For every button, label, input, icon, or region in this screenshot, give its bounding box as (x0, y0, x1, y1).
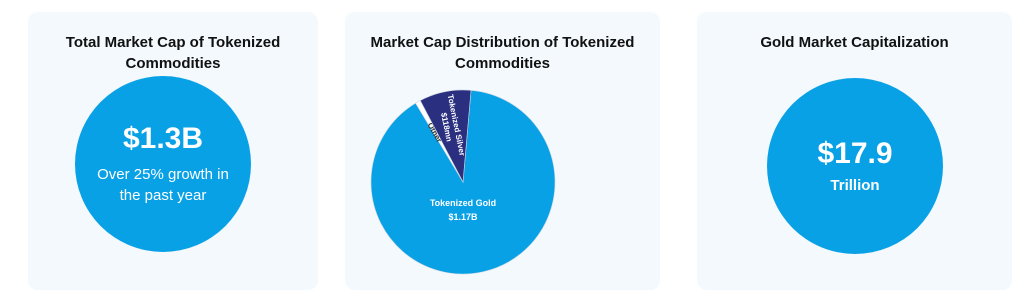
stat-circle: $1.3B Over 25% growth in the past year (75, 76, 251, 252)
card: Total Market Cap of Tokenized Commoditie… (28, 12, 318, 290)
card: Market Cap Distribution of Tokenized Com… (345, 12, 660, 290)
card: Gold Market Capitalization $17.9 Trillio… (697, 12, 1012, 290)
card-title: Gold Market Capitalization (760, 34, 949, 51)
stat-value: $17.9 (817, 136, 893, 170)
stat-caption: Trillion (830, 176, 880, 194)
pie-slice (419, 89, 472, 184)
chart-title: Market Cap Distribution of Tokenized Com… (370, 34, 635, 72)
stat-value: $1.3B (122, 122, 204, 155)
stat-circle: $17.9 Trillion (767, 78, 943, 254)
stat-caption: Over 25% growth in the past year (97, 166, 229, 204)
slice-value-label: $1.17B (448, 212, 478, 222)
card-title: Total Market Cap of Tokenized Commoditie… (65, 34, 281, 72)
slice-label: Tokenized Gold (430, 198, 496, 208)
